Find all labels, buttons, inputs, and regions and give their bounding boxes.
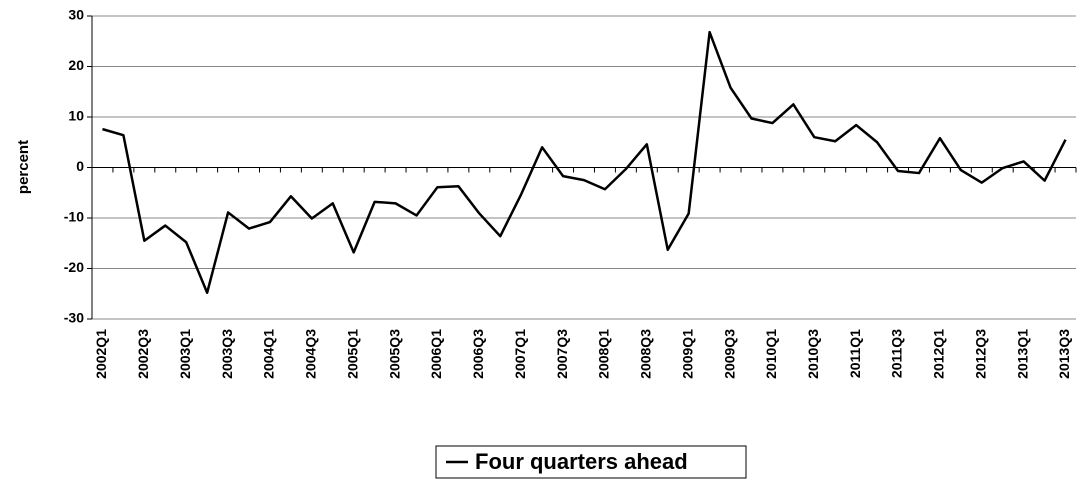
x-tick-label: 2007Q3 — [554, 329, 570, 379]
x-tick-label: 2013Q3 — [1056, 329, 1072, 379]
y-axis-label: percent — [15, 140, 32, 194]
series-line — [102, 30, 1067, 294]
y-tick-label: 30 — [68, 7, 84, 23]
x-tick-label: 2009Q3 — [721, 329, 737, 379]
x-tick-label: 2004Q1 — [261, 329, 277, 379]
legend-box — [435, 445, 747, 479]
x-tick-label: 2002Q3 — [135, 329, 151, 379]
x-tick-label: 2004Q3 — [303, 329, 319, 379]
x-tick-label: 2006Q3 — [470, 329, 486, 379]
x-tick-label: 2012Q3 — [972, 329, 988, 379]
y-tick-label: 20 — [68, 57, 84, 73]
x-tick-label: 2002Q1 — [93, 329, 109, 379]
x-tick-label: 2005Q1 — [344, 329, 360, 379]
x-tick-label: 2009Q1 — [679, 329, 695, 379]
x-tick-label: 2003Q3 — [219, 329, 235, 379]
y-tick-label: -20 — [64, 259, 84, 275]
x-tick-label: 2013Q1 — [1014, 329, 1030, 379]
y-tick-label: -10 — [64, 209, 84, 225]
x-tick-label: 2008Q3 — [638, 329, 654, 379]
x-tick-label: 2011Q3 — [889, 329, 905, 378]
x-tick-label: 2007Q1 — [512, 329, 528, 379]
x-tick-label: 2008Q1 — [596, 329, 612, 379]
x-tick-label: 2012Q1 — [931, 329, 947, 379]
legend-label: Four quarters ahead — [475, 449, 688, 474]
x-tick-label: 2003Q1 — [177, 329, 193, 379]
x-tick-label: 2010Q3 — [805, 329, 821, 379]
x-tick-label: 2011Q1 — [847, 329, 863, 378]
y-tick-label: 0 — [76, 158, 84, 174]
x-tick-label: 2006Q1 — [428, 329, 444, 379]
y-tick-label: 10 — [68, 108, 84, 124]
y-tick-label: -30 — [64, 310, 84, 326]
x-tick-label: 2005Q3 — [386, 329, 402, 379]
x-tick-label: 2010Q1 — [763, 329, 779, 379]
